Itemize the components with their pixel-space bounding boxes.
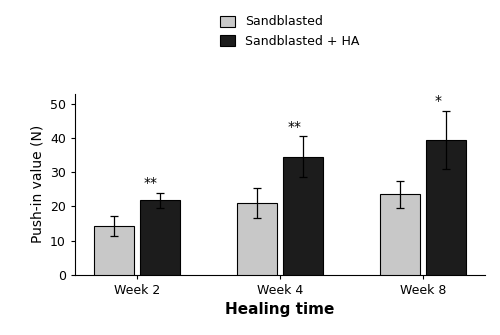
Text: **: **: [144, 176, 158, 190]
Bar: [426, 140, 467, 275]
Bar: [140, 200, 179, 275]
Text: *: *: [434, 94, 441, 108]
Y-axis label: Push-in value (N): Push-in value (N): [30, 125, 44, 243]
X-axis label: Healing time: Healing time: [226, 302, 334, 317]
Bar: [380, 195, 420, 275]
Bar: [237, 203, 277, 275]
Legend: Sandblasted, Sandblasted + HA: Sandblasted, Sandblasted + HA: [218, 13, 362, 50]
Bar: [283, 157, 323, 275]
Text: **: **: [288, 120, 302, 134]
Bar: [94, 226, 134, 275]
